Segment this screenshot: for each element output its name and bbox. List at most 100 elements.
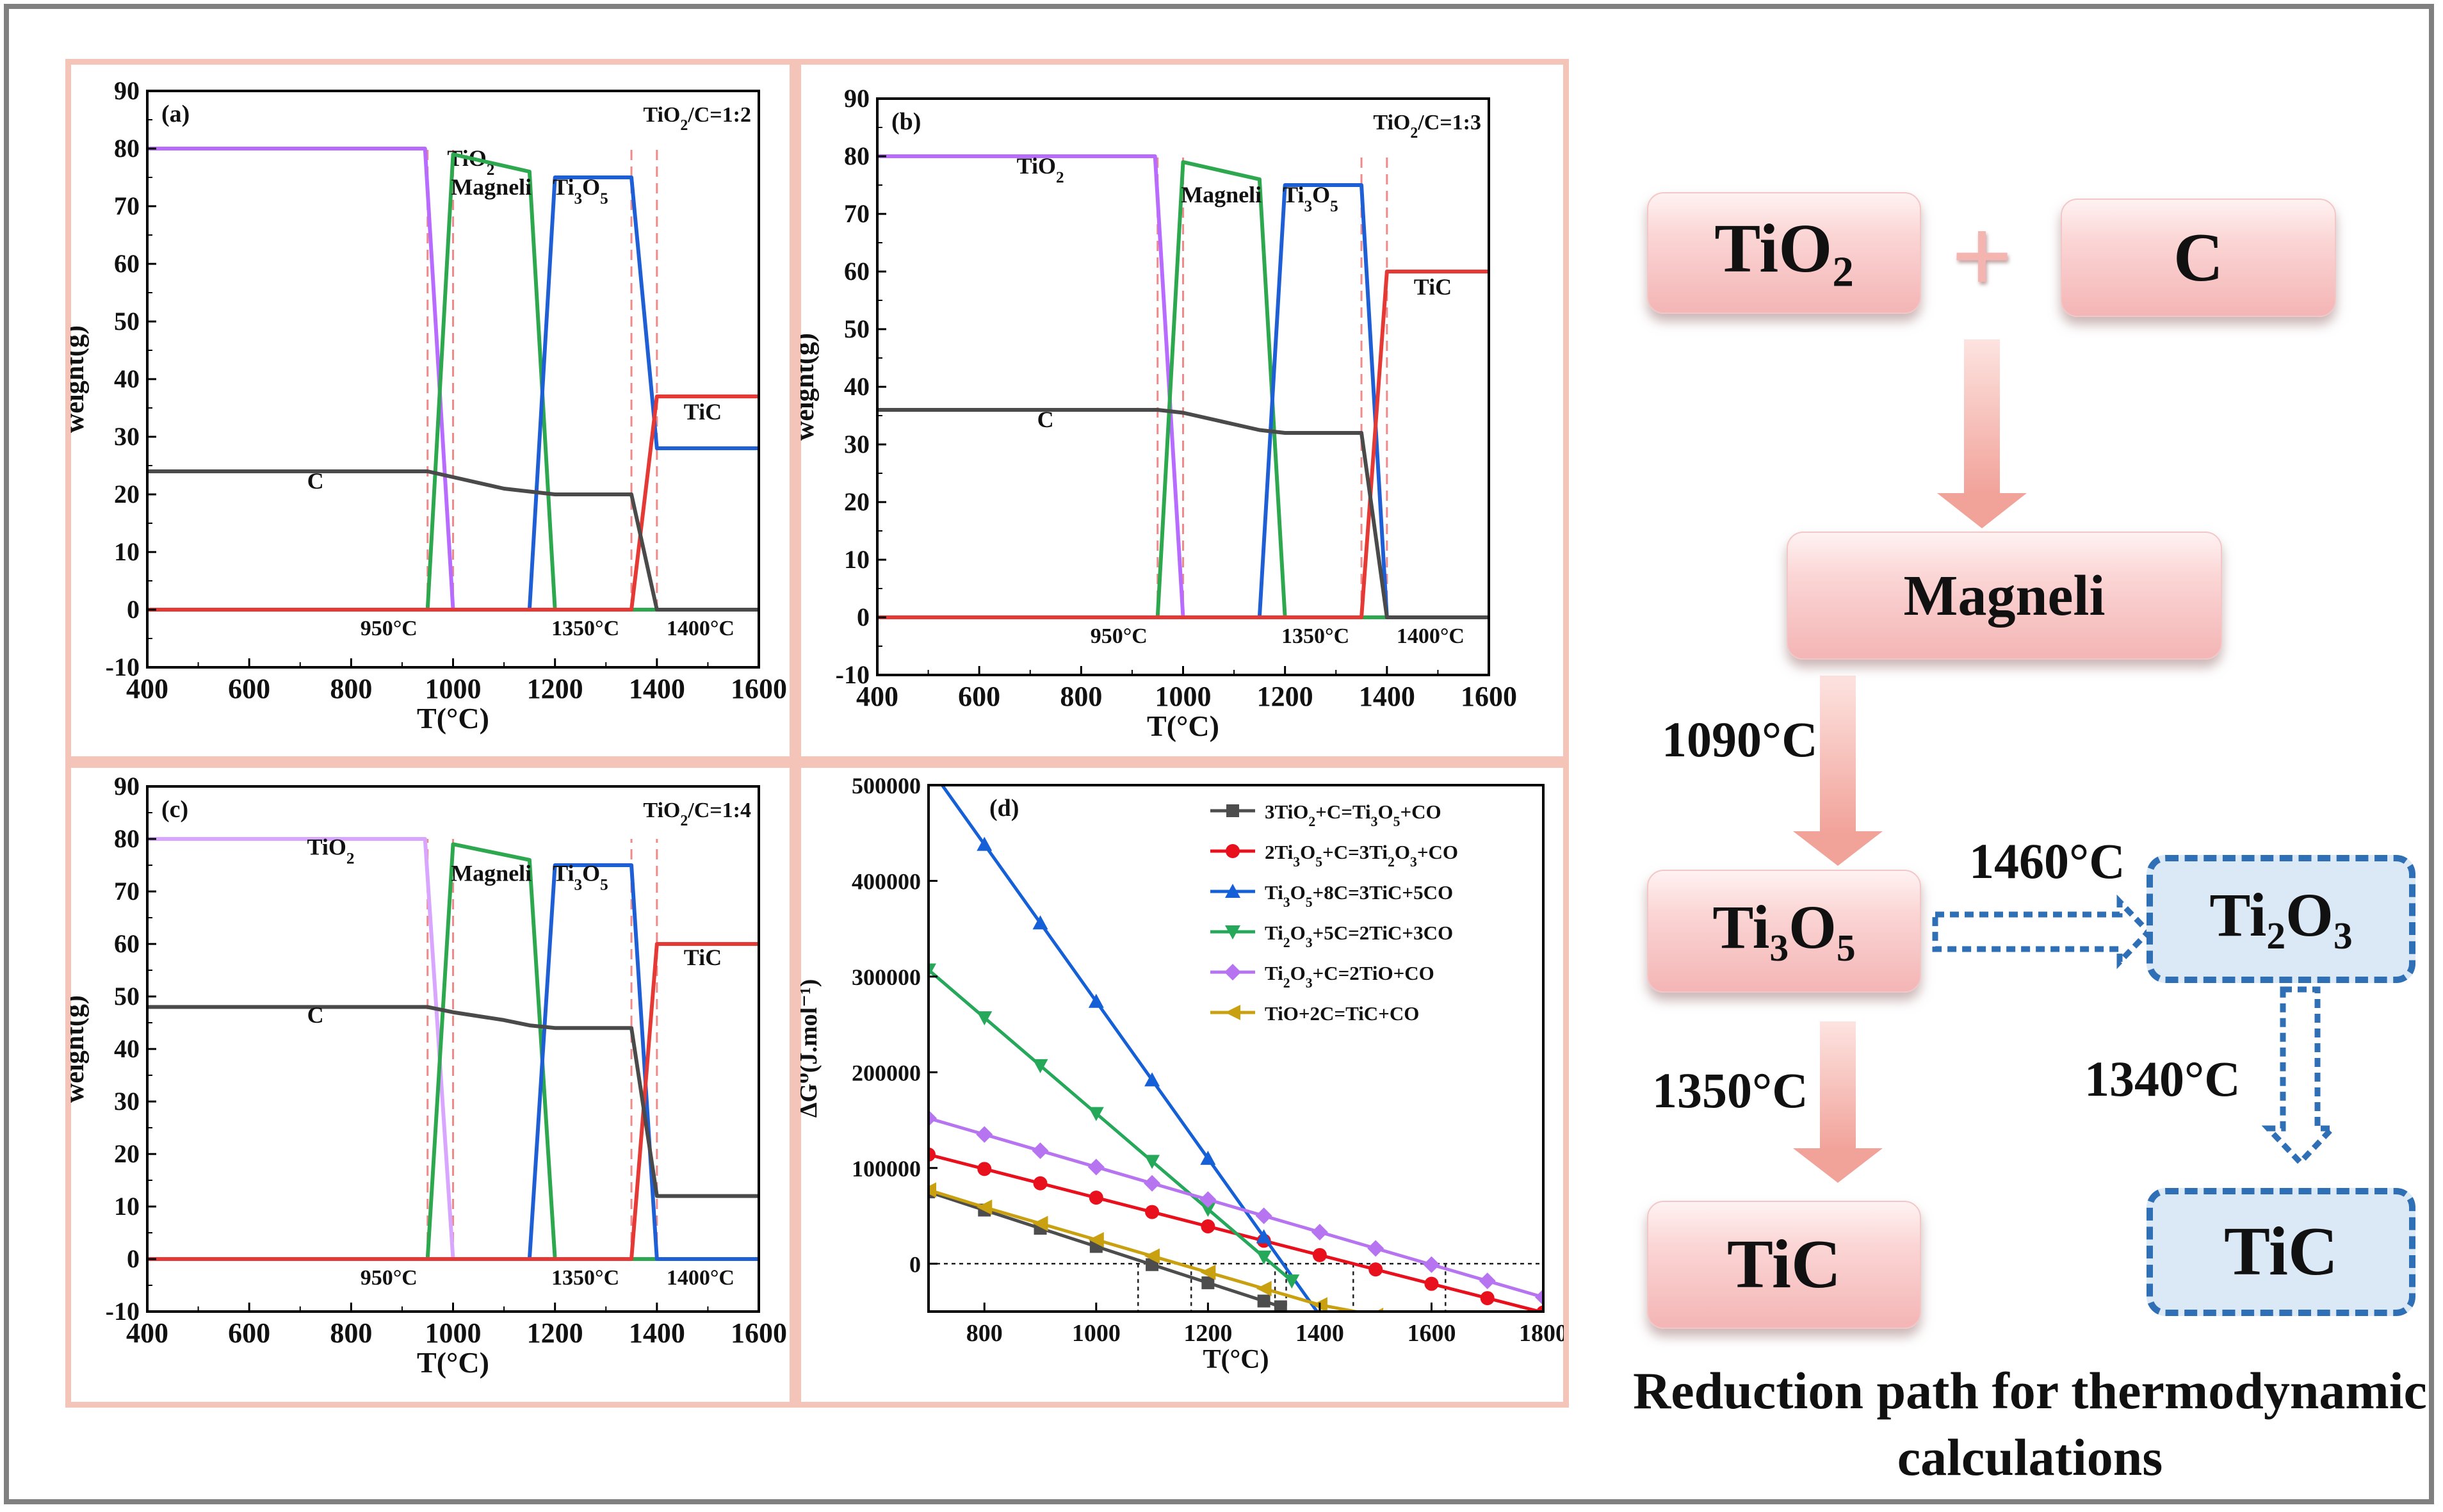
data-point [1312, 1248, 1327, 1262]
x-tick-label: 1000 [1072, 1320, 1121, 1347]
x-tick-label: 1000 [425, 1317, 482, 1349]
y-tick-label: 20 [114, 480, 140, 508]
data-point [1144, 1155, 1160, 1169]
panel-letter: (b) [891, 108, 921, 135]
x-axis-label: T(°C) [1147, 710, 1219, 742]
node-ti2o3: Ti2O3 [2147, 855, 2415, 983]
data-point [1032, 1215, 1048, 1232]
data-point [1256, 1281, 1272, 1297]
gibbs-series-3 [929, 968, 1293, 1283]
data-point [1144, 1175, 1161, 1192]
series-label-magneli: Magneli [451, 174, 532, 200]
data-point [1144, 1072, 1160, 1087]
ratio-annotation: TiO2/C=1:3 [1373, 111, 1481, 142]
x-tick-label: 1200 [1183, 1320, 1232, 1347]
gibbs-series-2 [940, 785, 1319, 1312]
reduction-path-diagram: TiO2 + C Magneli 1090°C Ti3O5 1460°C Ti2… [1627, 154, 2433, 1499]
y-tick-label: 90 [114, 76, 140, 105]
series-label-ti3o5: Ti3O5 [1283, 182, 1338, 215]
x-tick-label: 1600 [731, 1317, 787, 1349]
y-tick-label: 60 [844, 257, 870, 286]
data-point [1424, 1276, 1439, 1291]
plus-sign: + [1944, 196, 2020, 316]
panel-letter: (c) [161, 796, 188, 823]
data-point [1033, 1176, 1048, 1191]
x-tick-label: 800 [330, 1317, 372, 1349]
x-tick-label: 1600 [731, 673, 787, 704]
node-magneli-label: Magneli [1903, 564, 2106, 628]
vline-label-950: 950°C [361, 1266, 418, 1290]
vline-label-1350: 1350°C [551, 617, 619, 640]
series-label-magneli: Magneli [1181, 182, 1262, 207]
y-tick-label: 30 [114, 1087, 140, 1116]
y-tick-label: -10 [836, 660, 870, 689]
arrow-to-ti3o5 [1793, 676, 1883, 866]
y-tick-label: 80 [114, 134, 140, 163]
y-tick-label: 60 [114, 929, 140, 958]
x-tick-label: 1400 [1295, 1320, 1344, 1347]
y-tick-label: 80 [844, 142, 870, 170]
node-tic-right: TiC [2147, 1188, 2415, 1316]
legend-entry-5: TiO+2C=TiC+CO [1265, 1002, 1419, 1025]
y-tick-label: 100000 [852, 1156, 921, 1182]
ratio-annotation: TiO2/C=1:4 [643, 799, 751, 829]
temp-1460: 1460°C [1969, 833, 2125, 889]
ratio-annotation: TiO2/C=1:2 [643, 103, 751, 134]
data-point [1032, 915, 1048, 930]
node-ti2o3-label: Ti2O3 [2209, 881, 2353, 957]
y-tick-label: 40 [114, 364, 140, 393]
x-tick-label: 1600 [1407, 1320, 1456, 1347]
data-point [1144, 1248, 1160, 1264]
series-label-tic: TiC [684, 945, 722, 970]
y-tick-label: -10 [106, 653, 140, 681]
legend-entry-2: Ti3O5+8C=3TiC+5CO [1265, 881, 1453, 910]
y-tick-label: 90 [114, 772, 140, 801]
node-tio2-label: TiO2 [1714, 210, 1854, 296]
node-c-label: C [2173, 219, 2223, 296]
data-point [977, 1199, 993, 1215]
data-point [1479, 1272, 1496, 1290]
y-tick-label: 0 [909, 1251, 921, 1277]
y-tick-label: 60 [114, 249, 140, 278]
data-point [1032, 1142, 1049, 1159]
data-point [1284, 1274, 1300, 1289]
vline-label-1400: 1400°C [667, 617, 735, 640]
series-c [147, 1005, 759, 1198]
data-point [1032, 1059, 1048, 1073]
vline-label-1350: 1350°C [1281, 624, 1349, 648]
vline-label-950: 950°C [361, 617, 418, 640]
data-point [1200, 1264, 1216, 1280]
y-tick-label: 400000 [852, 868, 921, 894]
y-axis-label: weight(g) [70, 325, 90, 433]
data-point [1088, 993, 1104, 1008]
series-tic [877, 270, 1489, 619]
x-tick-label: 1200 [527, 673, 583, 704]
x-tick-label: 800 [966, 1320, 1003, 1347]
data-point [1226, 804, 1239, 817]
series-c [147, 469, 759, 612]
node-c: C [2061, 199, 2336, 317]
panel-d-box [795, 762, 1569, 1408]
data-point [977, 836, 993, 851]
data-point [1145, 1205, 1160, 1219]
data-point [1274, 1300, 1287, 1312]
data-point [929, 1182, 936, 1198]
y-tick-label: 70 [114, 877, 140, 906]
series-label-c: C [307, 1002, 324, 1028]
y-tick-label: 0 [857, 603, 870, 631]
arrow-to-magneli [1937, 339, 2027, 528]
flow-arrows [1793, 339, 2339, 1183]
x-tick-label: 1200 [527, 1317, 583, 1349]
chart-panel-c: 950°C 1350°C 1400°C TiO2 Magneli Ti3O5 TiC C -10… [70, 772, 787, 1379]
x-tick-label: 1000 [425, 673, 482, 704]
y-tick-label: 40 [114, 1034, 140, 1063]
x-axis-label: T(°C) [417, 702, 489, 735]
data-point [1088, 1232, 1104, 1248]
x-tick-label: 800 [1060, 681, 1102, 712]
data-point [1480, 1291, 1495, 1306]
panel-c-box [65, 762, 795, 1408]
y-axis-label: weight(g) [800, 333, 820, 441]
y-tick-label: 80 [114, 824, 140, 853]
legend-entry-3: Ti2O3+5C=2TiC+3CO [1265, 922, 1453, 950]
